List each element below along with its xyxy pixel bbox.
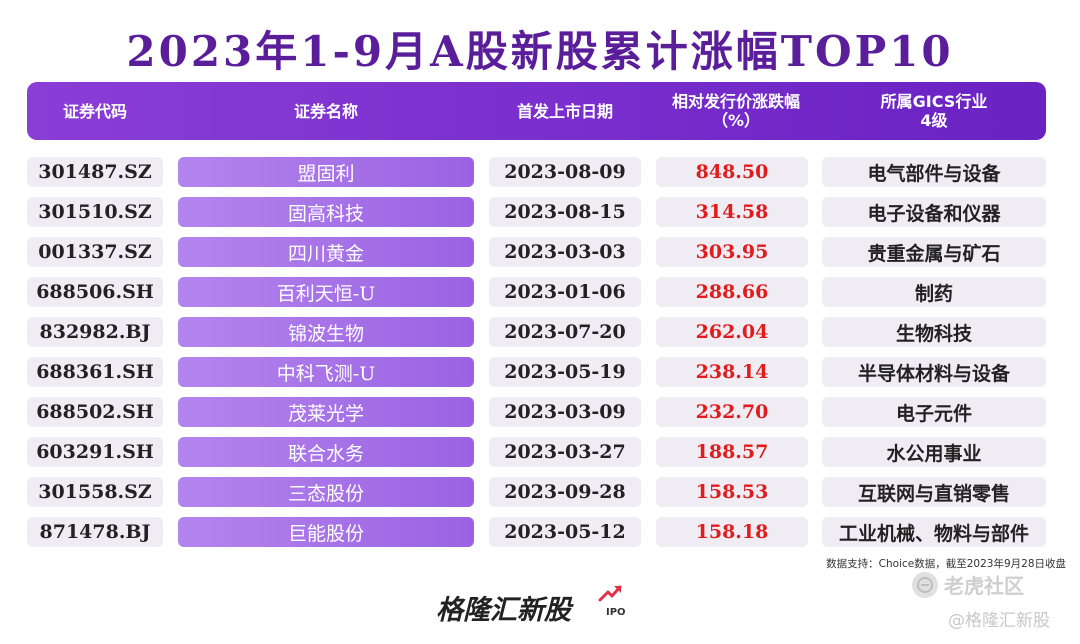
- cell-industry: 制药: [822, 277, 1046, 307]
- cell-code: 301558.SZ: [27, 477, 163, 507]
- cell-date: 2023-03-27: [489, 437, 641, 467]
- cell-name: 四川黄金: [178, 237, 474, 267]
- cell-name: 联合水务: [178, 437, 474, 467]
- watermark-handle: @格隆汇新股: [948, 611, 1050, 631]
- cell-code: 301487.SZ: [27, 157, 163, 187]
- cell-industry: 电子设备和仪器: [822, 197, 1046, 227]
- cell-date: 2023-01-06: [489, 277, 641, 307]
- cell-date: 2023-09-28: [489, 477, 641, 507]
- cell-code: 832982.BJ: [27, 317, 163, 347]
- header-code: 证券代码: [62, 101, 127, 121]
- brand-ipo-label: IPO: [606, 607, 626, 618]
- table-row: 688502.SH 茂莱光学 2023-03-09 232.70 电子元件: [0, 397, 1080, 427]
- cell-pct: 314.58: [656, 197, 808, 227]
- cell-industry: 水公用事业: [822, 437, 1046, 467]
- table-row: 603291.SH 联合水务 2023-03-27 188.57 水公用事业: [0, 437, 1080, 467]
- table-row: 301487.SZ 盟固利 2023-08-09 848.50 电气部件与设备: [0, 157, 1080, 187]
- cell-code: 688506.SH: [27, 277, 163, 307]
- cell-name: 盟固利: [178, 157, 474, 187]
- table-row: 001337.SZ 四川黄金 2023-03-03 303.95 贵重金属与矿石: [0, 237, 1080, 267]
- cell-code: 301510.SZ: [27, 197, 163, 227]
- cell-pct: 188.57: [656, 437, 808, 467]
- cell-date: 2023-05-12: [489, 517, 641, 547]
- cell-pct: 848.50: [656, 157, 808, 187]
- cell-industry: 生物科技: [822, 317, 1046, 347]
- header-industry-line2: 4级: [920, 111, 948, 130]
- header-pct-line2: （%）: [711, 111, 761, 130]
- table-row: 301510.SZ 固高科技 2023-08-15 314.58 电子设备和仪器: [0, 197, 1080, 227]
- cell-date: 2023-05-19: [489, 357, 641, 387]
- table-row: 688506.SH 百利天恒-U 2023-01-06 288.66 制药: [0, 277, 1080, 307]
- header-industry-line1: 所属GICS行业: [880, 92, 988, 111]
- cell-code: 001337.SZ: [27, 237, 163, 267]
- table-row: 688361.SH 中科飞测-U 2023-05-19 238.14 半导体材料…: [0, 357, 1080, 387]
- cell-pct: 158.53: [656, 477, 808, 507]
- cell-name: 百利天恒-U: [178, 277, 474, 307]
- cell-industry: 工业机械、物料与部件: [822, 517, 1046, 547]
- header-pct: 相对发行价涨跌幅 （%）: [641, 82, 831, 140]
- cell-code: 871478.BJ: [27, 517, 163, 547]
- page-title: 2023年1-9月A股新股累计涨幅TOP10: [126, 27, 954, 76]
- cell-date: 2023-03-03: [489, 237, 641, 267]
- header-name: 证券名称: [293, 101, 358, 121]
- table-row: 871478.BJ 巨能股份 2023-05-12 158.18 工业机械、物料…: [0, 517, 1080, 547]
- cell-code: 603291.SH: [27, 437, 163, 467]
- tiger-logo-icon: [912, 571, 938, 598]
- cell-pct: 232.70: [656, 397, 808, 427]
- table-header: 证券代码 证券名称 首发上市日期 相对发行价涨跌幅 （%） 所属GICS行业 4…: [27, 82, 1046, 140]
- cell-name: 中科飞测-U: [178, 357, 474, 387]
- brand-logo-text: 格隆汇新股: [436, 595, 571, 626]
- table-row: 832982.BJ 锦波生物 2023-07-20 262.04 生物科技: [0, 317, 1080, 347]
- cell-industry: 互联网与直销零售: [822, 477, 1046, 507]
- cell-date: 2023-03-09: [489, 397, 641, 427]
- cell-name: 三态股份: [178, 477, 474, 507]
- table-row: 301558.SZ 三态股份 2023-09-28 158.53 互联网与直销零…: [0, 477, 1080, 507]
- header-date: 首发上市日期: [516, 101, 613, 121]
- cell-industry: 电子元件: [822, 397, 1046, 427]
- cell-industry: 贵重金属与矿石: [822, 237, 1046, 267]
- cell-code: 688502.SH: [27, 397, 163, 427]
- cell-date: 2023-07-20: [489, 317, 641, 347]
- cell-name: 固高科技: [178, 197, 474, 227]
- data-source-note: 数据支持：Choice数据，截至2023年9月28日收盘: [826, 558, 1066, 570]
- cell-code: 688361.SH: [27, 357, 163, 387]
- cell-pct: 158.18: [656, 517, 808, 547]
- header-industry: 所属GICS行业 4级: [822, 82, 1046, 140]
- cell-date: 2023-08-15: [489, 197, 641, 227]
- cell-pct: 288.66: [656, 277, 808, 307]
- watermark-tiger-text: 老虎社区: [944, 574, 1024, 598]
- cell-industry: 电气部件与设备: [822, 157, 1046, 187]
- cell-pct: 262.04: [656, 317, 808, 347]
- cell-industry: 半导体材料与设备: [822, 357, 1046, 387]
- header-pct-line1: 相对发行价涨跌幅: [671, 92, 800, 111]
- cell-date: 2023-08-09: [489, 157, 641, 187]
- cell-pct: 303.95: [656, 237, 808, 267]
- cell-pct: 238.14: [656, 357, 808, 387]
- trend-arrow-icon: [598, 585, 622, 602]
- cell-name: 巨能股份: [178, 517, 474, 547]
- cell-name: 锦波生物: [178, 317, 474, 347]
- watermark-tiger: 老虎社区: [912, 570, 1024, 599]
- cell-name: 茂莱光学: [178, 397, 474, 427]
